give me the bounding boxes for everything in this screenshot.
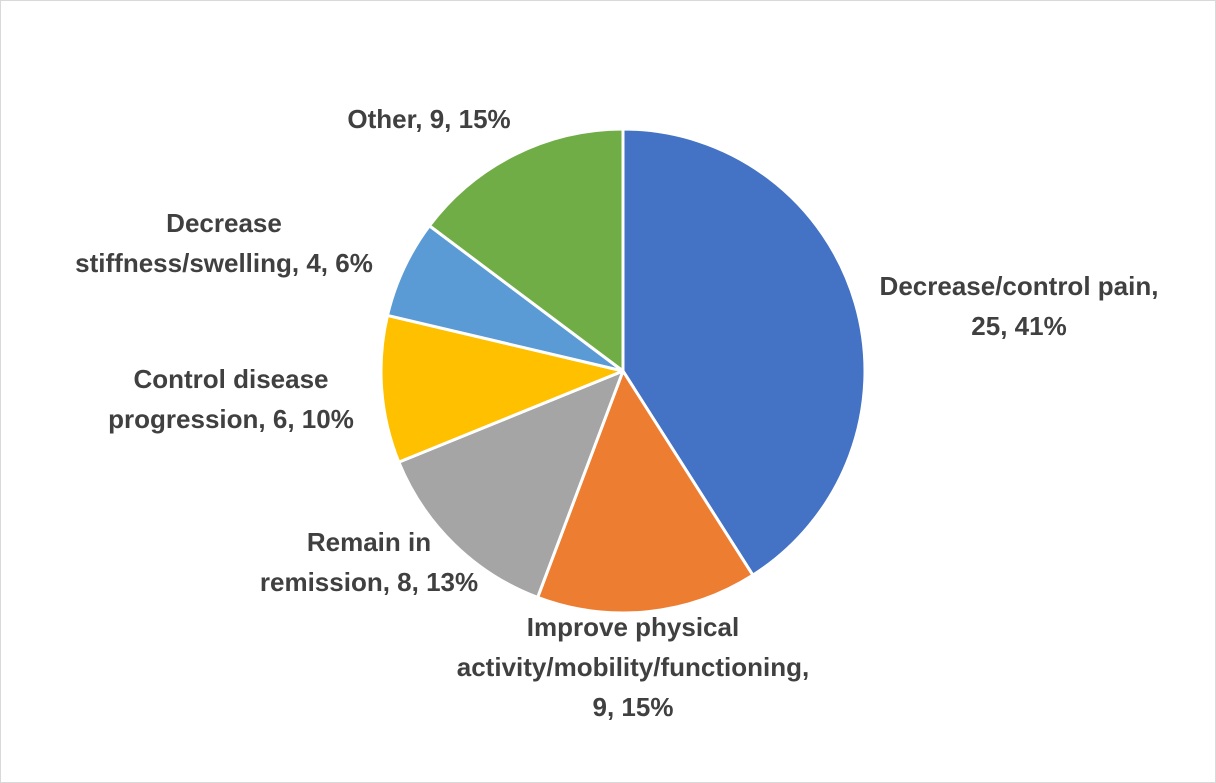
pie-slice-2 — [397, 369, 625, 599]
pie-slice-1 — [536, 369, 755, 615]
pie-slice-5 — [427, 127, 625, 373]
pie-slice-3 — [379, 313, 625, 464]
